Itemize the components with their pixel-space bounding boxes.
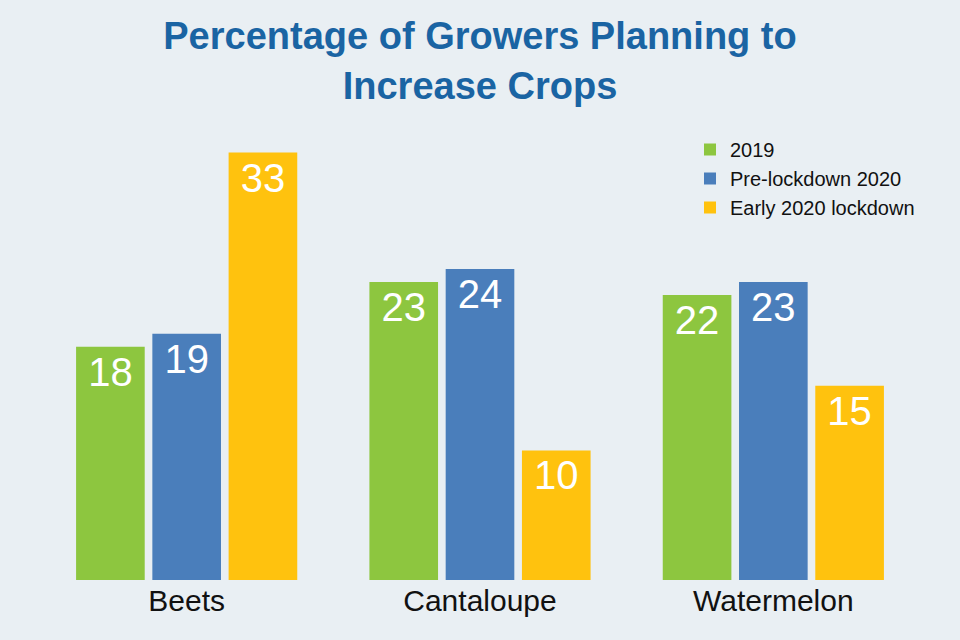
- svg-text:Percentage of Growers Planning: Percentage of Growers Planning toIncreas…: [163, 15, 796, 106]
- svg-text:Watermelon: Watermelon: [693, 584, 854, 617]
- svg-text:Cantaloupe: Cantaloupe: [403, 584, 556, 617]
- svg-text:Early 2020 lockdown: Early 2020 lockdown: [730, 197, 915, 219]
- svg-text:2019: 2019: [730, 139, 775, 161]
- svg-text:19: 19: [164, 337, 209, 381]
- svg-text:23: 23: [381, 285, 426, 329]
- svg-text:Beets: Beets: [148, 584, 225, 617]
- svg-text:Pre-lockdown 2020: Pre-lockdown 2020: [730, 168, 901, 190]
- svg-text:18: 18: [88, 350, 132, 394]
- svg-text:23: 23: [751, 285, 796, 329]
- svg-text:15: 15: [827, 389, 872, 433]
- svg-text:33: 33: [241, 156, 286, 200]
- svg-text:24: 24: [458, 272, 503, 316]
- svg-text:22: 22: [675, 298, 720, 342]
- svg-text:10: 10: [534, 453, 579, 497]
